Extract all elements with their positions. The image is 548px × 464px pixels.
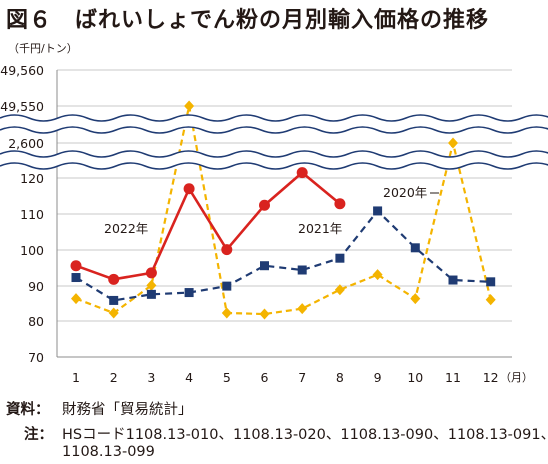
marker-square — [373, 206, 383, 216]
axis-break-lower-top — [0, 150, 548, 158]
source-text: 財務省「貿易統計」 — [62, 402, 193, 418]
x-tick-label: 11 — [445, 370, 461, 385]
y-tick-label: 110 — [20, 207, 44, 222]
marker-circle — [108, 273, 120, 285]
series-label-2020: 2020年 — [383, 185, 427, 200]
marker-diamond — [372, 269, 383, 281]
marker-circle — [296, 167, 308, 179]
series-label-2022: 2022年 — [104, 221, 148, 236]
series-label-2021: 2021年 — [298, 221, 342, 236]
x-tick-label: 6 — [261, 370, 269, 385]
marker-diamond — [71, 293, 81, 305]
y-tick-label: 2,600 — [8, 136, 44, 151]
marker-diamond — [410, 293, 421, 305]
series-line-1 — [75, 105, 492, 316]
marker-diamond — [485, 294, 496, 306]
axis-break-upper-bottom — [0, 126, 548, 134]
y-tick-label: 80 — [28, 314, 44, 329]
marker-square — [260, 261, 269, 271]
y-tick-label: 49,550 — [0, 99, 44, 114]
marker-square — [448, 275, 458, 285]
marker-diamond — [334, 284, 345, 296]
series-line-0 — [75, 209, 491, 302]
marker-circle — [183, 183, 195, 195]
x-tick-label: 10 — [407, 370, 423, 385]
x-unit-label: （月） — [500, 371, 533, 384]
marker-square — [146, 289, 156, 299]
note-line-2: 1108.13-099 — [62, 444, 155, 460]
marker-circle — [221, 244, 233, 256]
x-tick-label: 2 — [110, 370, 118, 385]
note-label: 注： — [24, 427, 53, 443]
x-tick-label: 9 — [374, 370, 382, 385]
marker-circle — [334, 198, 346, 210]
axis-break-upper-fill — [0, 115, 548, 133]
marker-diamond — [448, 137, 458, 149]
marker-diamond — [146, 279, 157, 291]
x-tick-label: 3 — [147, 370, 155, 385]
y-tick-label: 70 — [28, 350, 44, 365]
x-tick-label: 8 — [336, 370, 344, 385]
y-tick-label: 90 — [28, 279, 44, 294]
chart: 49,56049,5502,600120110100908070（千円/トン）1… — [0, 42, 548, 385]
y-tick-label: 49,560 — [0, 63, 44, 78]
marker-square — [222, 281, 232, 291]
marker-diamond — [184, 100, 195, 112]
marker-square — [71, 273, 81, 283]
x-tick-label: 1 — [72, 370, 80, 385]
y-tick-label: 100 — [20, 243, 44, 258]
y-unit-label: （千円/トン） — [8, 42, 78, 55]
marker-diamond — [108, 307, 119, 319]
marker-square — [410, 243, 420, 253]
marker-square — [335, 253, 345, 263]
series-line-2 — [75, 170, 341, 281]
marker-square — [109, 295, 119, 305]
source-label: 資料： — [6, 402, 50, 418]
x-tick-label: 5 — [223, 370, 231, 385]
axis-break-upper-top — [0, 114, 548, 122]
marker-square — [297, 265, 307, 275]
x-tick-label: 7 — [298, 370, 306, 385]
marker-diamond — [259, 308, 270, 320]
marker-square — [184, 288, 194, 298]
note-line-1: HSコード1108.13-010、1108.13-020、1108.13-090… — [62, 427, 548, 443]
marker-circle — [259, 199, 270, 211]
axis-break-lower-fill — [0, 151, 548, 169]
marker-square — [486, 277, 496, 287]
axis-break-lower-bottom — [0, 162, 548, 170]
x-tick-label: 4 — [185, 370, 193, 385]
marker-diamond — [221, 307, 232, 319]
marker-circle — [145, 267, 157, 279]
marker-circle — [70, 260, 82, 272]
x-tick-label: 12 — [483, 370, 499, 385]
y-tick-label: 120 — [20, 171, 44, 186]
figure-title: 図６ ばれいしょでん粉の月別輸入価格の推移 — [6, 8, 490, 33]
marker-diamond — [297, 303, 308, 315]
